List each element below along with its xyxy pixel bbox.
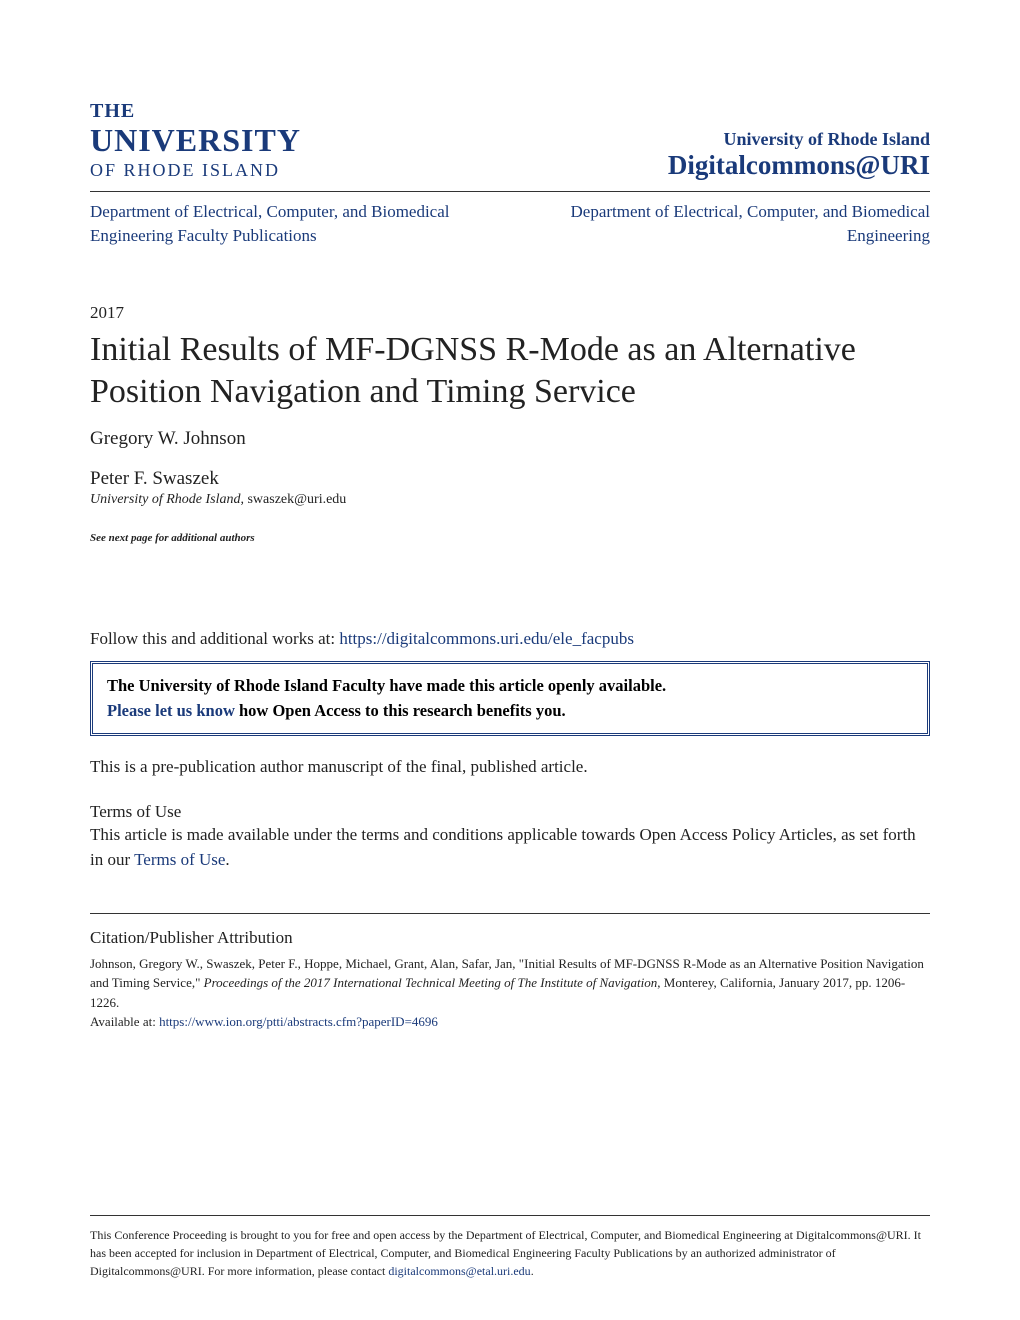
affiliation-email: , swaszek@uri.edu	[240, 492, 346, 507]
follow-url-link[interactable]: https://digitalcommons.uri.edu/ele_facpu…	[339, 629, 634, 648]
open-access-box: The University of Rhode Island Faculty h…	[90, 661, 930, 737]
logo-the: THE	[90, 100, 301, 123]
header-row: THE UNIVERSITY OF RHODE ISLAND Universit…	[90, 100, 930, 181]
terms-suffix: .	[225, 850, 229, 869]
department-link[interactable]: Department of Electrical, Computer, and …	[527, 200, 930, 248]
institution-logo: THE UNIVERSITY OF RHODE ISLAND	[90, 100, 301, 181]
author-2-affiliation: University of Rhode Island, swaszek@uri.…	[90, 492, 930, 508]
affiliation-institution: University of Rhode Island	[90, 492, 240, 507]
please-let-us-know-link[interactable]: Please let us know	[107, 701, 235, 720]
citation-divider	[90, 913, 930, 914]
publication-year: 2017	[90, 303, 930, 323]
available-url-link[interactable]: https://www.ion.org/ptti/abstracts.cfm?p…	[159, 1014, 438, 1029]
footer-suffix: .	[531, 1264, 534, 1278]
repository-link[interactable]: Digitalcommons@URI	[668, 150, 930, 181]
logo-university: UNIVERSITY	[90, 123, 301, 158]
terms-of-use-link[interactable]: Terms of Use	[134, 850, 225, 869]
logo-rhode-island: OF RHODE ISLAND	[90, 160, 301, 181]
open-access-line1: The University of Rhode Island Faculty h…	[107, 676, 666, 695]
follow-prefix: Follow this and additional works at:	[90, 629, 339, 648]
footer-email-link[interactable]: digitalcommons@etal.uri.edu	[388, 1264, 530, 1278]
department-row: Department of Electrical, Computer, and …	[90, 200, 930, 248]
terms-heading: Terms of Use	[90, 802, 930, 822]
footer-text: This Conference Proceeding is brought to…	[90, 1215, 930, 1280]
citation-heading: Citation/Publisher Attribution	[90, 928, 930, 948]
header-divider	[90, 191, 930, 192]
citation-text: Johnson, Gregory W., Swaszek, Peter F., …	[90, 954, 930, 1013]
available-prefix: Available at:	[90, 1014, 159, 1029]
terms-text: This article is made available under the…	[90, 822, 930, 873]
institution-link[interactable]: University of Rhode Island	[668, 129, 930, 150]
department-publications-link[interactable]: Department of Electrical, Computer, and …	[90, 200, 493, 248]
citation-italic: Proceedings of the 2017 International Te…	[204, 975, 658, 990]
article-title: Initial Results of MF-DGNSS R-Mode as an…	[90, 329, 930, 414]
header-right: University of Rhode Island Digitalcommon…	[668, 129, 930, 181]
author-2: Peter F. Swaszek	[90, 468, 930, 490]
available-at: Available at: https://www.ion.org/ptti/a…	[90, 1014, 930, 1030]
author-1: Gregory W. Johnson	[90, 428, 930, 450]
open-access-suffix: how Open Access to this research benefit…	[235, 701, 566, 720]
follow-works: Follow this and additional works at: htt…	[90, 629, 930, 649]
see-next-page: See next page for additional authors	[90, 532, 930, 544]
pre-publication-note: This is a pre-publication author manuscr…	[90, 754, 930, 780]
